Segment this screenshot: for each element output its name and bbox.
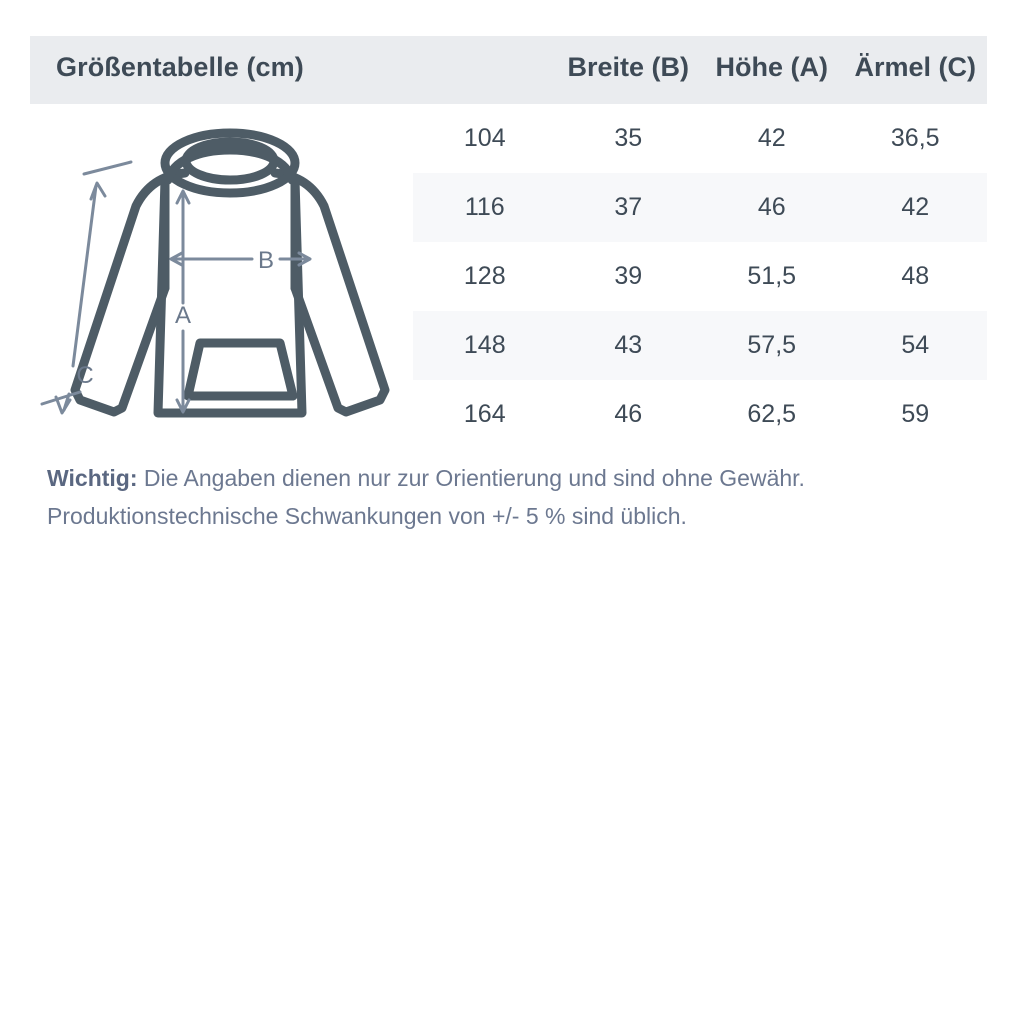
cell-hoehe: 42 [757,124,786,152]
label-height-a: A [175,302,191,329]
size-table-body: 104 35 42 36,5 116 37 46 42 128 39 51,5 … [413,104,987,449]
disclaimer-text-1: Die Angaben dienen nur zur Orientierung … [137,465,805,491]
cell-size: 164 [463,400,506,428]
cell-size: 148 [463,331,506,359]
table-row: 148 43 57,5 54 [413,311,987,380]
table-row: 116 37 46 42 [413,173,987,242]
cell-aermel: 59 [901,400,930,428]
table-header-band [30,36,987,104]
cell-hoehe: 57,5 [747,331,797,359]
measurement-annotations [40,160,312,415]
cell-breite: 46 [614,400,643,428]
width-measure-arrow [169,251,312,267]
cell-size: 104 [463,124,506,152]
table-header-row: Breite (B) Höhe (A) Ärmel (C) [413,52,987,88]
cell-size: 116 [464,193,505,221]
cell-aermel: 48 [901,262,930,290]
cell-hoehe: 62,5 [747,400,797,428]
column-header-breite: Breite (B) [567,52,689,82]
sleeve-measure-arrow [40,160,133,415]
disclaimer-note: Wichtig: Die Angaben dienen nur zur Orie… [47,459,987,535]
label-width-b: B [258,247,274,274]
cell-breite: 43 [614,331,643,359]
cell-aermel: 54 [901,331,930,359]
cell-breite: 35 [614,124,643,152]
disclaimer-label: Wichtig: [47,465,138,491]
cell-breite: 37 [614,193,643,221]
table-row: 128 39 51,5 48 [413,242,987,311]
page-title: Größentabelle (cm) [56,52,304,82]
cell-hoehe: 51,5 [747,262,797,290]
label-sleeve-c: C [76,362,93,389]
disclaimer-line-1: Wichtig: Die Angaben dienen nur zur Orie… [47,459,987,497]
cell-aermel: 42 [901,193,930,221]
table-row: 104 35 42 36,5 [413,104,987,173]
table-row: 164 46 62,5 59 [413,380,987,449]
hoodie-garment-icon [70,128,390,418]
column-header-hoehe: Höhe (A) [715,52,828,82]
cell-breite: 39 [614,262,643,290]
disclaimer-line-2: Produktionstechnische Schwankungen von +… [47,503,687,529]
hoodie-measurement-illustration: B A C [40,128,390,418]
cell-size: 128 [463,262,506,290]
hoodie-diagram: B A C [40,128,420,433]
cell-hoehe: 46 [757,193,786,221]
height-measure-arrow [175,189,191,414]
cell-aermel: 36,5 [890,124,940,152]
column-header-aermel: Ärmel (C) [854,52,976,82]
